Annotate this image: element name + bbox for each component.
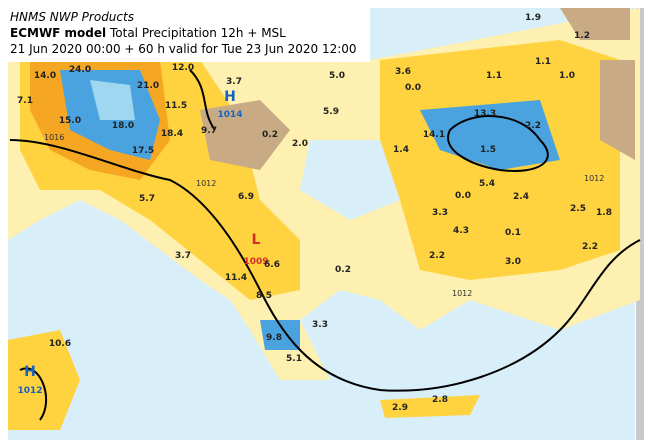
- precip-label: 14.0: [34, 71, 56, 81]
- precip-label: 4.3: [453, 226, 469, 236]
- pressure-value: 1014: [217, 110, 242, 120]
- pressure-value: 1009: [243, 257, 268, 267]
- precip-label: 24.0: [69, 65, 91, 75]
- precip-label: 6.9: [238, 192, 254, 202]
- precip-label: 1.4: [393, 145, 409, 155]
- precip-label: 1.5: [480, 145, 496, 155]
- pressure-symbol: H: [24, 364, 36, 380]
- precip-label: 3.7: [175, 251, 191, 261]
- precip-label: 2.4: [513, 192, 529, 202]
- precip-label: 1.9: [525, 13, 541, 23]
- precip-label: 2.5: [570, 204, 586, 214]
- precip-label: 18.4: [161, 129, 183, 139]
- precip-label: 8.5: [256, 291, 272, 301]
- precip-label: 1.2: [574, 31, 590, 41]
- precip-label: 12.0: [172, 63, 194, 73]
- precip-label: 18.0: [112, 121, 134, 131]
- precip-label: 0.0: [455, 191, 471, 201]
- precip-label: 2.2: [525, 121, 541, 131]
- precip-label: 5.9: [323, 107, 339, 117]
- isobars: [9, 69, 641, 421]
- precip-label: 3.6: [395, 67, 411, 77]
- isobar-label: 1012: [452, 289, 472, 298]
- precip-label: 2.8: [432, 395, 448, 405]
- isobar-label: 1012: [196, 179, 216, 188]
- precip-label: 2.2: [582, 242, 598, 252]
- precip-label: 9.8: [266, 333, 282, 343]
- precip-label: 2.2: [429, 251, 445, 261]
- isobar-label: 1012: [584, 174, 604, 183]
- precip-label: 0.0: [405, 83, 421, 93]
- precip-label: 1.0: [559, 71, 575, 81]
- precip-label: 3.0: [505, 257, 521, 267]
- precip-label: 6.6: [264, 260, 280, 270]
- precip-label: 3.7: [226, 77, 242, 87]
- precip-label: 0.2: [262, 130, 278, 140]
- precip-label: 17.5: [132, 146, 154, 156]
- precip-label: 3.3: [432, 208, 448, 218]
- precip-label: 7.1: [17, 96, 33, 106]
- isobar-label: 1016: [44, 133, 64, 142]
- model: ECMWF model: [10, 26, 107, 40]
- precip-label: 5.4: [479, 179, 495, 189]
- precip-label: 10.6: [49, 339, 71, 349]
- precip-label: 11.5: [165, 101, 187, 111]
- precip-label: 2.0: [292, 139, 308, 149]
- precip-label: 1.1: [486, 71, 502, 81]
- pressure-symbol: L: [252, 232, 261, 248]
- precip-label: 11.4: [225, 273, 247, 283]
- precip-label: 5.1: [286, 354, 302, 364]
- precip-label: 5.7: [139, 194, 155, 204]
- precip-label: 0.1: [505, 228, 521, 238]
- pressure-symbol: H: [224, 89, 236, 105]
- precip-label: 1.8: [596, 208, 612, 218]
- source: HNMS NWP Products: [10, 10, 134, 24]
- precip-label: 21.0: [137, 81, 159, 91]
- precip-label: 3.3: [312, 320, 328, 330]
- precip-label: 13.3: [474, 109, 496, 119]
- product: Total Precipitation 12h + MSL: [109, 26, 286, 40]
- precip-label: 14.1: [423, 130, 445, 140]
- precip-label: 1.1: [535, 57, 551, 67]
- precip-label: 9.7: [201, 126, 217, 136]
- precip-label: 15.0: [59, 116, 81, 126]
- valid-time: 21 Jun 2020 00:00 + 60 h valid for Tue 2…: [10, 42, 357, 56]
- pressure-value: 1012: [17, 386, 42, 396]
- precip-label: 2.9: [392, 403, 408, 413]
- precip-label: 0.2: [335, 265, 351, 275]
- title: ECMWF model Total Precipitation 12h + MS…: [10, 26, 286, 40]
- precip-label: 5.0: [329, 71, 345, 81]
